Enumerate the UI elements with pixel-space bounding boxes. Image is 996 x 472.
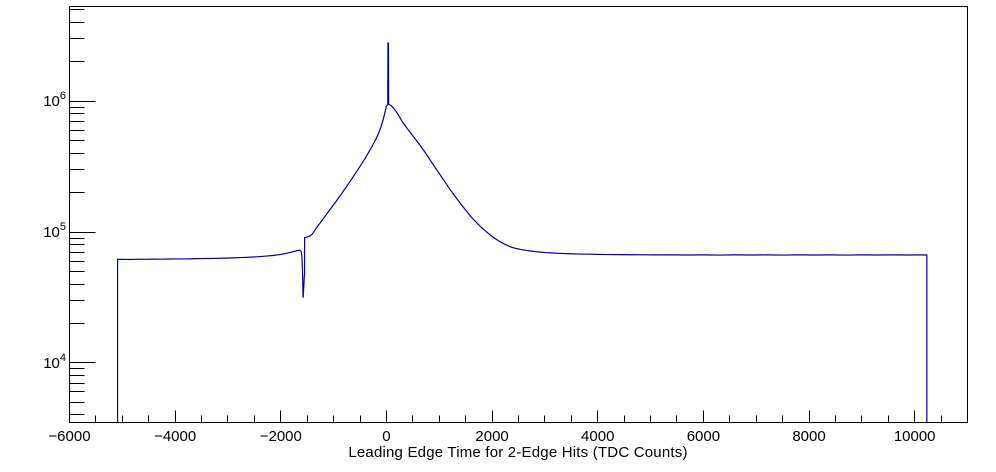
- x-tick-label: 6000: [687, 428, 720, 445]
- leading-edge-time-histogram: [116, 42, 928, 423]
- x-tick-label: 10000: [894, 428, 936, 445]
- x-tick-label: 2000: [475, 428, 508, 445]
- x-tick-label: 4000: [581, 428, 614, 445]
- x-axis-title: Leading Edge Time for 2-Edge Hits (TDC C…: [348, 444, 688, 461]
- x-tick-label: −4000: [154, 428, 196, 445]
- x-tick-label: 8000: [792, 428, 825, 445]
- plot-frame: [69, 6, 968, 423]
- x-tick-label: −6000: [48, 428, 90, 445]
- x-tick-label: −2000: [260, 428, 302, 445]
- y-tick-label: 105: [43, 221, 66, 241]
- y-tick-label: 104: [43, 352, 66, 372]
- y-tick-label: 106: [43, 90, 66, 110]
- x-tick-label: 0: [382, 428, 390, 445]
